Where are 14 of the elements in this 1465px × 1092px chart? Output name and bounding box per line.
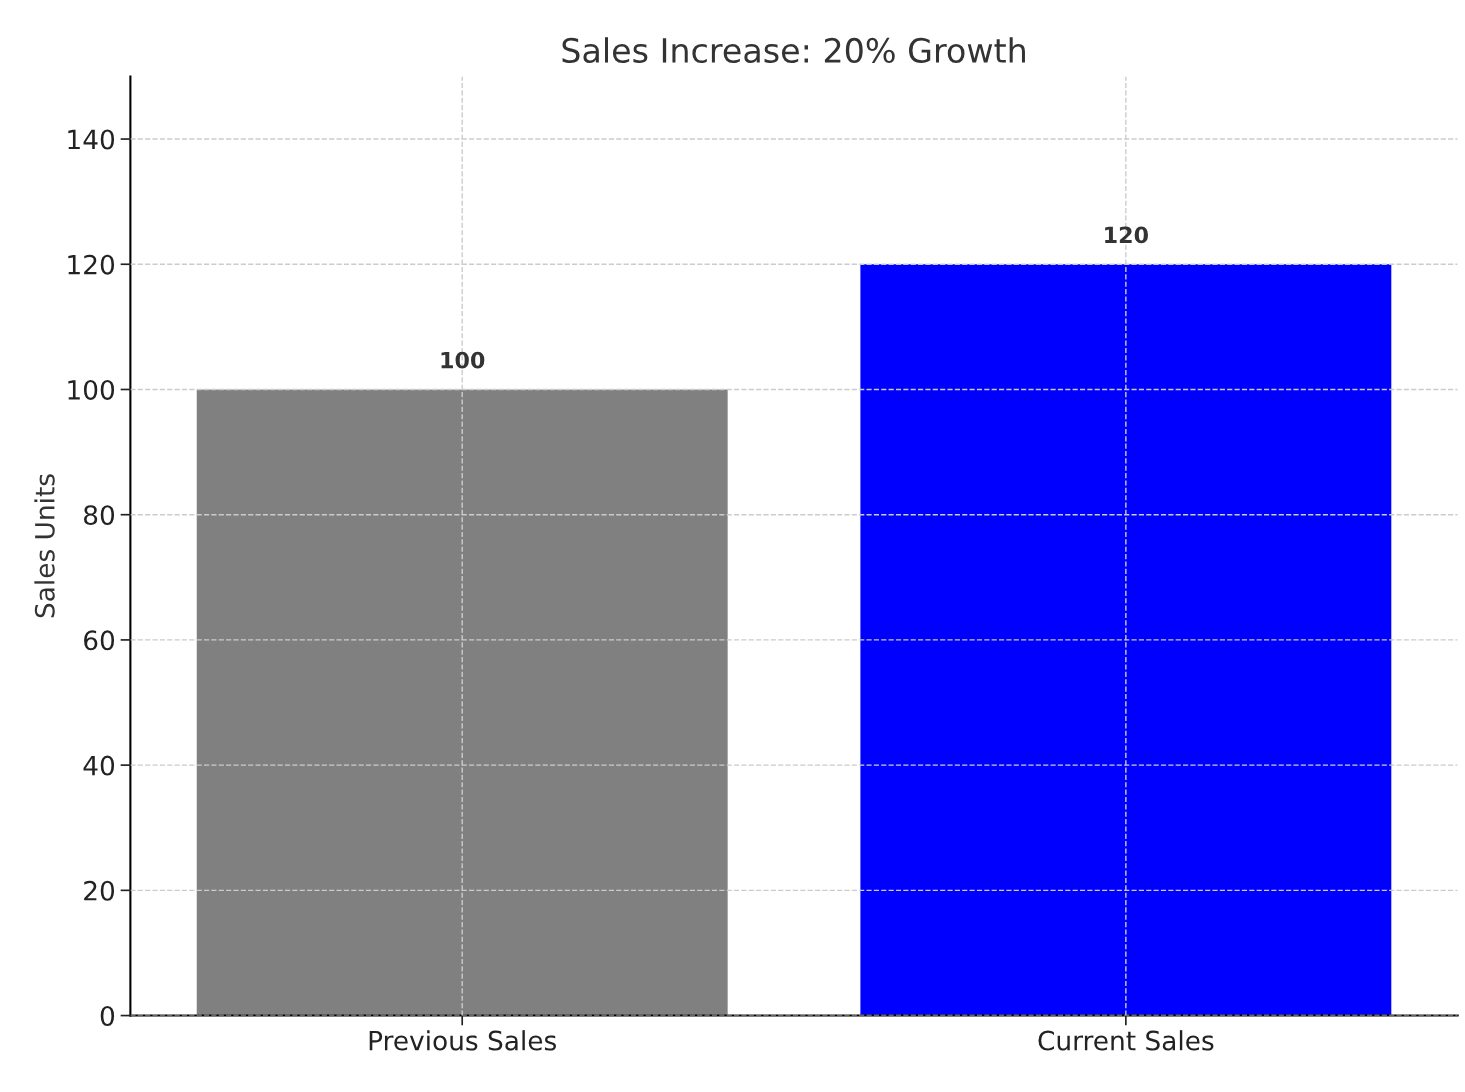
y-axis-title: Sales Units [34,474,55,618]
chart-title: Sales Increase: 20% Growth [562,37,1025,64]
x-tick-label: Previous Sales [369,1030,556,1051]
y-tick-label: 40 [83,755,115,776]
data-label: 120 [1105,226,1148,244]
y-tick-label: 60 [84,630,115,651]
data-label: 100 [441,351,485,369]
x-tick-label: Current Sales [1038,1030,1214,1051]
y-tick-label: 0 [100,1006,115,1026]
y-tick-label: 80 [84,505,115,526]
y-tick-label: 100 [68,379,115,400]
y-tick-label: 140 [68,129,115,150]
y-tick-label: 20 [84,880,115,901]
y-tick-label: 120 [68,254,115,275]
